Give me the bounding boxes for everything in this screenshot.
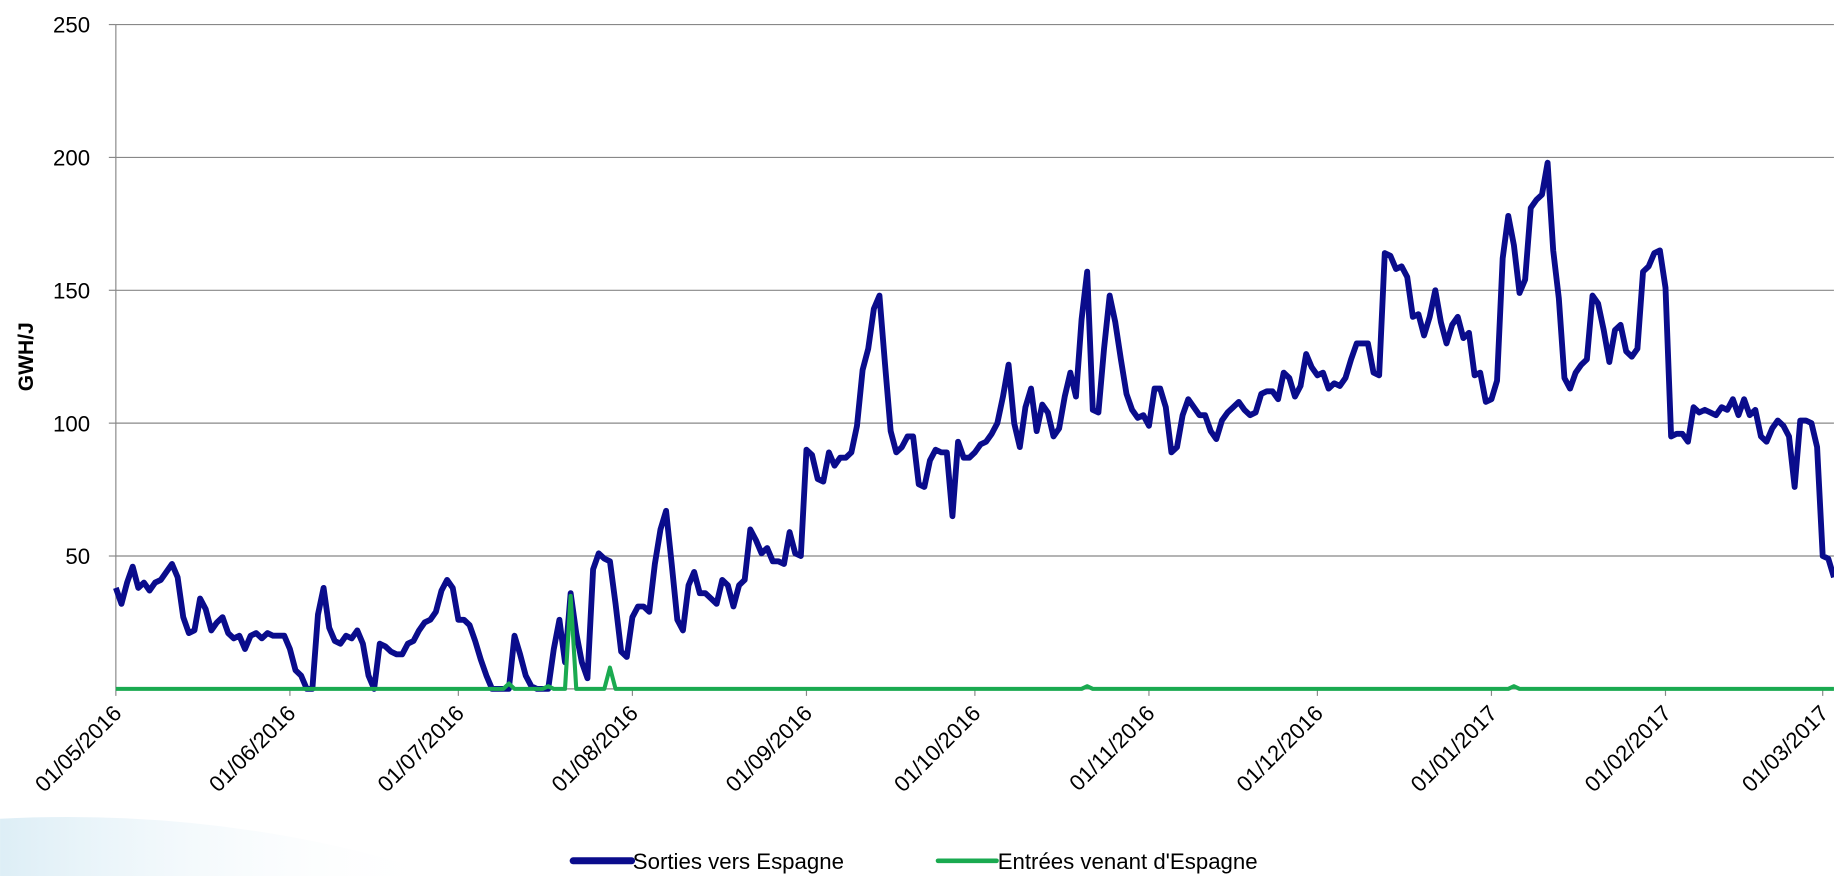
series-line xyxy=(113,159,1834,692)
y-tick-label: 200 xyxy=(53,146,90,171)
legend-label: Sorties vers Espagne xyxy=(633,849,844,874)
y-tick-label: 100 xyxy=(53,411,90,436)
x-tick-label: 01/11/2016 xyxy=(1064,700,1159,795)
x-tick-label: 01/02/2017 xyxy=(1580,700,1676,796)
x-tick-label: 01/06/2016 xyxy=(204,700,300,796)
background-swoosh xyxy=(0,816,445,876)
x-tick-label: 01/08/2016 xyxy=(547,700,643,796)
y-tick-label: 150 xyxy=(53,278,90,303)
x-tick-label: 01/12/2016 xyxy=(1232,700,1328,796)
y-tick-label: 250 xyxy=(53,13,90,38)
x-tick-label: 01/01/2017 xyxy=(1406,700,1502,796)
y-axis-label: GWH/J xyxy=(15,322,38,391)
x-tick-label: 01/07/2016 xyxy=(373,700,469,796)
x-tick-label: 01/03/2017 xyxy=(1737,700,1833,796)
x-tick-label: 01/09/2016 xyxy=(721,700,817,796)
y-tick-label: 50 xyxy=(65,544,90,569)
x-tick-label: 01/05/2016 xyxy=(30,700,126,796)
series-line xyxy=(115,593,1834,691)
legend-label: Entrées venant d'Espagne xyxy=(998,849,1258,874)
x-tick-label: 01/10/2016 xyxy=(889,700,985,796)
